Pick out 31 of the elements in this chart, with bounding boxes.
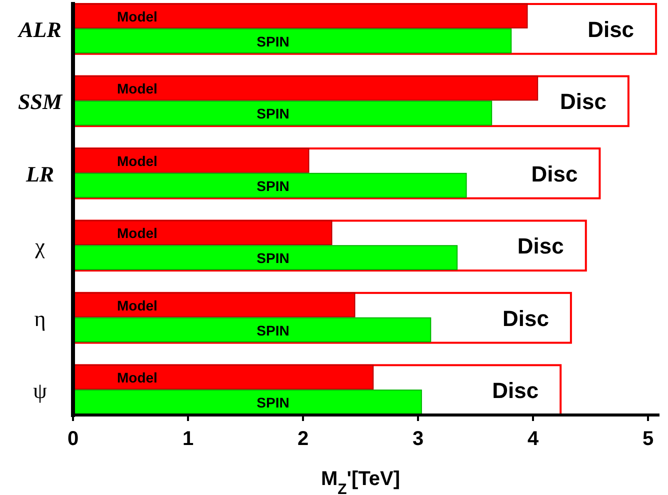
x-tick-label: 0	[67, 428, 79, 450]
text: Model	[117, 225, 158, 242]
y-tick-label: η	[34, 306, 46, 331]
x-tick-label: 5	[642, 428, 654, 450]
series-label: SPIN	[256, 322, 290, 338]
x-tick-label: 3	[412, 428, 424, 450]
text: Disc	[531, 161, 578, 186]
text: Disc	[492, 378, 539, 404]
text: Disc	[517, 234, 564, 259]
text: SPIN	[256, 178, 290, 194]
x-tick-label: 1	[182, 428, 194, 450]
text: SPIN	[256, 106, 290, 122]
y-tick-label: χ	[34, 234, 46, 259]
series-label: Model	[117, 152, 158, 169]
x-tick-label: 4	[527, 428, 540, 450]
y-tick-label: LR	[24, 161, 54, 186]
text: Disc	[588, 16, 634, 42]
text: Model	[117, 370, 158, 386]
series-label: Disc	[502, 306, 549, 331]
text: SPIN	[256, 33, 290, 50]
x-axis-title: M$_{Z}$'[TeV]	[320, 468, 400, 495]
x-tick-label: 2	[297, 428, 309, 450]
y-tick-label: ψ	[33, 378, 48, 404]
text: Model	[117, 297, 158, 314]
y-tick-label: ALR	[16, 16, 62, 42]
text: Model	[117, 80, 158, 97]
text: Disc	[560, 89, 606, 114]
text: Model	[117, 8, 158, 24]
y-tick-label: SSM	[18, 89, 64, 114]
text: SPIN	[256, 250, 290, 266]
text: SPIN	[256, 394, 290, 411]
